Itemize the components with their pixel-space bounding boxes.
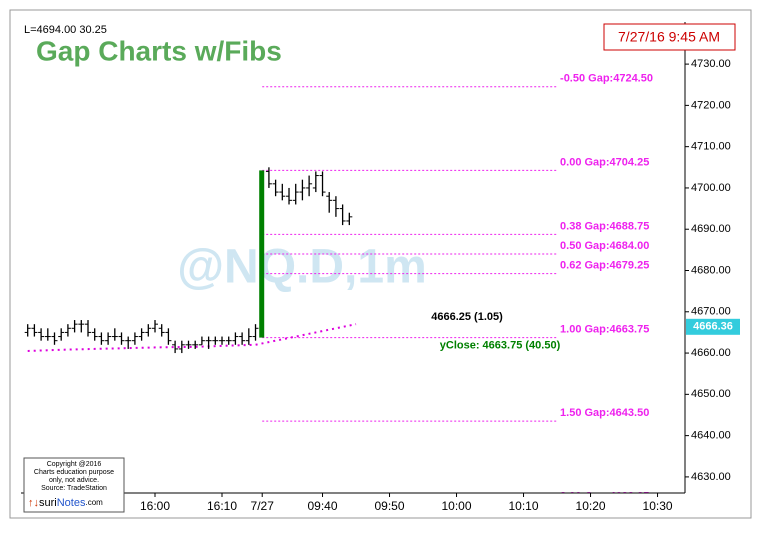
logo-suffix: .com — [85, 498, 103, 507]
logo-icon: ↑↓ — [28, 497, 39, 509]
fib-label: -0.50 Gap:4724.50 — [560, 73, 653, 85]
y-tick-label: 4720.00 — [691, 99, 731, 111]
y-tick-label: 4710.00 — [691, 141, 731, 153]
copyright-line: only, not advice. — [49, 477, 99, 484]
logo-name: suri — [39, 497, 57, 509]
y-tick-label: 4690.00 — [691, 223, 731, 235]
frame — [9, 9, 752, 519]
plot-area: -0.50 Gap:4724.50 0.00 Gap:4704.25 0.38 Ga… — [24, 73, 653, 503]
fib-label: 1.50 Gap:4643.50 — [560, 407, 649, 419]
fib-label: 1.00 Gap:4663.75 — [560, 323, 649, 335]
x-tick-label: 10:10 — [509, 499, 539, 513]
x-tick-label: 09:40 — [308, 499, 338, 513]
y-tick-label: 4670.00 — [691, 306, 731, 318]
x-tick-label: 10:00 — [442, 499, 472, 513]
x-tick-label: 16:10 — [207, 499, 237, 513]
y-tick-label: 4650.00 — [691, 388, 731, 400]
y-tick-label: 4680.00 — [691, 264, 731, 276]
copyright-line: Source: TradeStation — [41, 485, 107, 492]
fib-label: 0.62 Gap:4679.25 — [560, 260, 649, 272]
chart-title: Gap Charts w/Fibs — [36, 35, 282, 66]
x-tick-label: 10:30 — [643, 499, 673, 513]
annotation: yClose: 4663.75 (40.50) — [440, 339, 561, 351]
x-tick-label: 7/27 — [251, 499, 275, 513]
fib-label: 0.00 Gap:4704.25 — [560, 156, 649, 168]
annotation: 4666.25 (1.05) — [431, 311, 503, 323]
y-tick-label: 4730.00 — [691, 58, 731, 70]
logo-accent: Notes — [57, 497, 86, 509]
x-tick-label: 16:00 — [140, 499, 170, 513]
y-tick-label: 4660.00 — [691, 347, 731, 359]
timestamp: 7/27/16 9:45 AM — [618, 29, 720, 45]
fib-label: 2.00 Gap:4623.25 — [560, 491, 649, 503]
fib-label: 0.38 Gap:4688.75 — [560, 220, 649, 232]
last-price-box — [686, 318, 740, 335]
gap-bar — [259, 170, 265, 338]
logo: ↑↓suriNotes.com — [28, 497, 103, 509]
y-tick-label: 4630.00 — [691, 471, 731, 483]
y-tick-label: 4700.00 — [691, 182, 731, 194]
moving-average — [27, 323, 357, 352]
y-tick-label: 4640.00 — [691, 430, 731, 442]
x-tick-label: 09:50 — [375, 499, 405, 513]
copyright-line: Copyright @2016 — [47, 461, 102, 468]
copyright-box — [23, 457, 125, 513]
x-tick-label: 10:20 — [576, 499, 606, 513]
last-price-label: 4666.36 — [693, 321, 733, 333]
fib-label: 0.50 Gap:4684.00 — [560, 240, 649, 252]
timestamp-box — [603, 23, 736, 51]
watermark: @NQ.D,1m — [177, 241, 427, 294]
header: L=4694.00 30.25 — [24, 24, 107, 36]
copyright-line: Charts education purpose — [34, 469, 114, 476]
